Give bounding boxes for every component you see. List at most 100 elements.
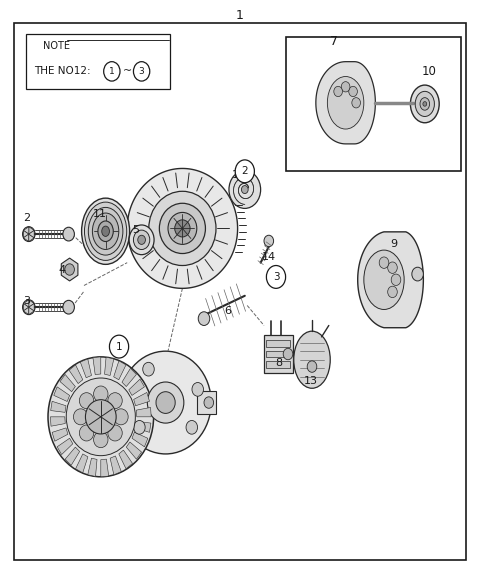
Ellipse shape — [423, 102, 427, 106]
Ellipse shape — [63, 227, 74, 241]
Text: 2: 2 — [23, 213, 30, 223]
Text: 1: 1 — [116, 341, 122, 352]
Polygon shape — [29, 231, 34, 238]
Polygon shape — [119, 450, 132, 469]
Ellipse shape — [388, 262, 397, 274]
Text: 14: 14 — [262, 252, 276, 262]
Ellipse shape — [129, 225, 154, 255]
Text: 1: 1 — [109, 67, 115, 76]
Polygon shape — [135, 421, 151, 432]
Text: ~: ~ — [122, 66, 132, 77]
Ellipse shape — [147, 382, 184, 423]
Ellipse shape — [186, 420, 198, 434]
Polygon shape — [24, 234, 29, 242]
Text: 6: 6 — [225, 306, 231, 316]
Polygon shape — [136, 408, 151, 417]
Circle shape — [109, 335, 129, 358]
Text: 9: 9 — [390, 239, 397, 250]
Ellipse shape — [66, 378, 135, 456]
Bar — [286, 37, 461, 171]
Ellipse shape — [415, 91, 434, 116]
Ellipse shape — [63, 300, 74, 314]
Polygon shape — [24, 227, 29, 234]
Ellipse shape — [133, 420, 145, 434]
Polygon shape — [134, 392, 149, 406]
Ellipse shape — [391, 274, 401, 286]
Polygon shape — [122, 368, 136, 387]
Ellipse shape — [98, 221, 113, 242]
Ellipse shape — [48, 357, 154, 477]
Text: 13: 13 — [304, 376, 318, 387]
Bar — [266, 361, 290, 368]
Polygon shape — [51, 401, 66, 412]
Ellipse shape — [84, 202, 127, 260]
Polygon shape — [29, 307, 34, 315]
Circle shape — [104, 62, 120, 81]
Text: 3: 3 — [139, 67, 144, 76]
Ellipse shape — [138, 235, 145, 244]
Polygon shape — [60, 375, 75, 392]
Ellipse shape — [82, 198, 130, 264]
Ellipse shape — [341, 82, 350, 92]
Polygon shape — [80, 359, 92, 377]
Polygon shape — [29, 304, 34, 311]
Polygon shape — [197, 391, 216, 414]
Text: 15: 15 — [232, 170, 246, 180]
Ellipse shape — [73, 409, 88, 425]
Ellipse shape — [133, 230, 150, 250]
Circle shape — [133, 62, 150, 81]
Ellipse shape — [94, 386, 108, 402]
Text: 3: 3 — [273, 272, 279, 282]
Polygon shape — [75, 454, 88, 473]
Polygon shape — [129, 379, 144, 395]
Ellipse shape — [352, 98, 360, 108]
Text: 11: 11 — [93, 209, 107, 219]
Ellipse shape — [198, 312, 210, 325]
Polygon shape — [61, 258, 78, 281]
Ellipse shape — [120, 351, 211, 454]
Ellipse shape — [420, 98, 430, 110]
Text: 7: 7 — [330, 35, 337, 47]
Polygon shape — [29, 300, 34, 307]
Text: THE NO12:: THE NO12: — [34, 66, 90, 77]
Ellipse shape — [412, 267, 423, 281]
Polygon shape — [54, 387, 70, 401]
Bar — [264, 335, 293, 372]
Ellipse shape — [379, 257, 389, 268]
Polygon shape — [57, 439, 73, 455]
Circle shape — [266, 266, 286, 288]
Ellipse shape — [159, 203, 205, 254]
Ellipse shape — [114, 409, 128, 425]
Ellipse shape — [264, 235, 274, 247]
Ellipse shape — [327, 77, 364, 129]
Ellipse shape — [156, 392, 175, 413]
Polygon shape — [316, 62, 375, 144]
Text: 4: 4 — [59, 265, 66, 275]
Text: 5: 5 — [132, 225, 139, 235]
Text: 2: 2 — [241, 166, 248, 176]
Ellipse shape — [388, 286, 397, 297]
Ellipse shape — [108, 425, 122, 441]
Polygon shape — [29, 234, 34, 242]
Polygon shape — [93, 357, 101, 375]
Polygon shape — [88, 458, 97, 476]
Text: NOTE: NOTE — [43, 41, 70, 51]
Ellipse shape — [92, 213, 119, 250]
Ellipse shape — [168, 212, 197, 244]
Polygon shape — [65, 447, 80, 465]
Ellipse shape — [307, 361, 317, 372]
Ellipse shape — [410, 85, 439, 123]
Bar — [266, 351, 290, 357]
Polygon shape — [132, 432, 148, 447]
Polygon shape — [24, 307, 29, 315]
Ellipse shape — [334, 86, 342, 96]
Ellipse shape — [143, 363, 154, 376]
Ellipse shape — [364, 250, 404, 309]
Polygon shape — [69, 365, 83, 384]
Circle shape — [235, 160, 254, 183]
Ellipse shape — [283, 348, 293, 360]
Ellipse shape — [229, 171, 261, 208]
Ellipse shape — [102, 226, 109, 236]
Ellipse shape — [88, 207, 123, 255]
Bar — [26, 34, 170, 89]
